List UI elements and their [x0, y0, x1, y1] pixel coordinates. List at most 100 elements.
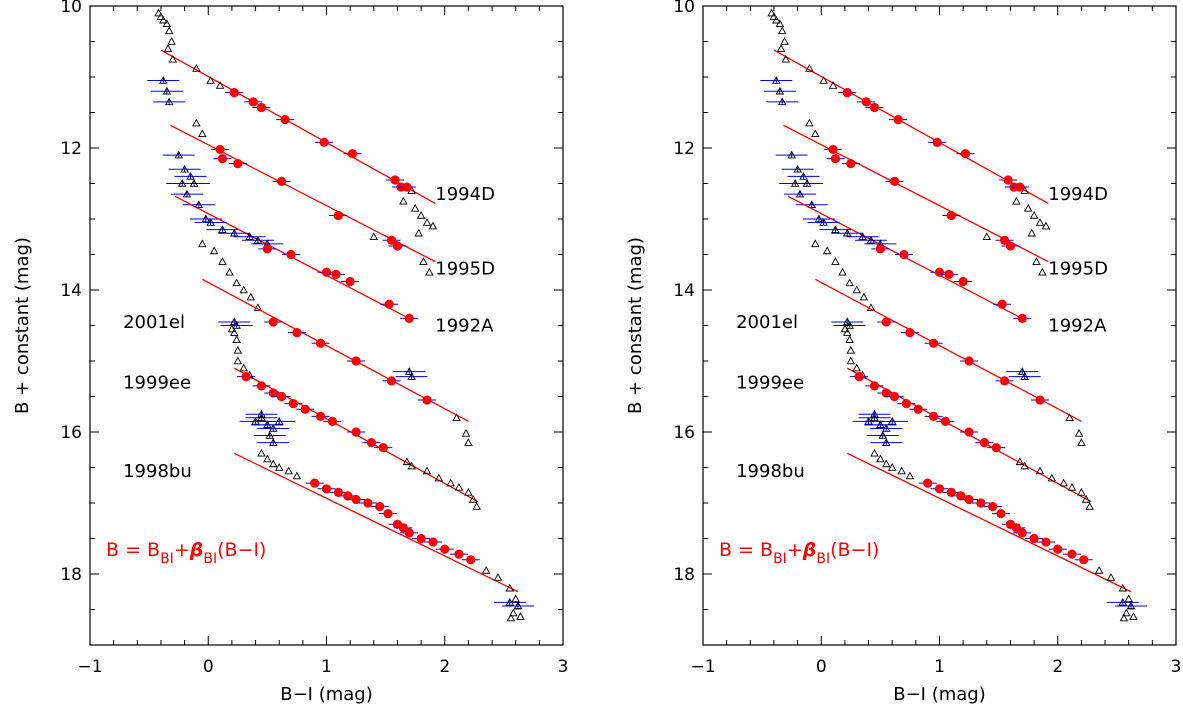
triangle-point	[852, 363, 861, 372]
fit-point	[241, 372, 251, 382]
triangle-point	[253, 235, 263, 244]
triangle-point	[269, 438, 278, 446]
fit-point	[345, 276, 355, 287]
triangle-point	[838, 267, 847, 276]
sn-group-2001el: 2001el	[736, 278, 1086, 446]
x-tick-label: 0	[816, 657, 827, 677]
y-tick-label: 18	[60, 565, 82, 585]
sn-label-1992A: 1992A	[435, 316, 494, 337]
fit-point	[828, 144, 838, 155]
fit-point	[333, 210, 343, 221]
fit-point	[1041, 537, 1051, 547]
x-axis-title: B−I (mag)	[280, 684, 373, 705]
triangle-point	[164, 26, 174, 35]
triangle-point	[905, 471, 915, 480]
triangle-point	[233, 356, 243, 365]
fit-point	[875, 244, 885, 254]
sn-group-1995D: 1995D	[162, 118, 495, 280]
triangle-point	[468, 495, 478, 503]
fit-point	[1067, 549, 1077, 559]
fit-point	[944, 269, 954, 279]
fit-point	[454, 549, 464, 559]
triangle-point	[192, 118, 201, 127]
fit-point	[256, 102, 267, 113]
triangle-point	[1018, 367, 1027, 375]
fit-point	[997, 299, 1007, 309]
fit-point	[1015, 182, 1025, 192]
triangle-point	[819, 218, 828, 226]
fit-point	[979, 438, 990, 448]
triangle-point	[156, 12, 166, 20]
fit-point	[331, 269, 341, 279]
triangle-point	[1074, 428, 1084, 437]
fit-point	[889, 176, 900, 186]
fit-point	[422, 395, 432, 405]
triangle-point	[233, 345, 243, 354]
triangle-point	[201, 214, 211, 223]
fit-point	[861, 97, 871, 107]
fit-point	[964, 494, 974, 505]
triangle-point	[407, 372, 416, 380]
triangle-point	[239, 285, 248, 294]
fit-point	[958, 276, 968, 287]
triangle-point	[215, 81, 225, 89]
triangle-point	[831, 257, 840, 265]
x-tick-label: 3	[1171, 657, 1182, 677]
fit-point	[276, 391, 287, 402]
sn-label-1998bu: 1998bu	[123, 461, 192, 482]
triangle-point	[780, 37, 789, 45]
triangle-point	[232, 321, 241, 329]
x-tick-label: 2	[439, 657, 450, 677]
triangle-point	[1122, 608, 1131, 617]
triangle-point	[446, 478, 455, 487]
fit-point	[881, 317, 891, 327]
triangle-point	[464, 438, 473, 446]
triangle-point	[767, 8, 776, 17]
triangle-point	[1077, 438, 1086, 446]
fit-point	[386, 376, 397, 386]
triangle-point	[180, 164, 189, 173]
y-tick-label: 10	[60, 0, 82, 17]
triangle-point	[509, 608, 518, 617]
fit-point	[268, 317, 278, 327]
triangle-point	[843, 328, 852, 336]
triangle-point	[811, 129, 820, 138]
sn-group-1998bu: 1998bu	[123, 409, 535, 622]
triangle-point	[263, 454, 272, 463]
sn-label-2001el: 2001el	[736, 312, 798, 333]
fit-point	[830, 154, 841, 164]
triangle-point	[845, 278, 854, 287]
fit-point	[946, 210, 956, 221]
sn-group-1992A: 1992A	[787, 195, 1107, 337]
triangle-point	[513, 601, 523, 610]
triangle-point	[1027, 228, 1036, 237]
fit-point	[964, 427, 974, 437]
triangle-point	[516, 612, 525, 620]
equation-tail: (B−I)	[217, 539, 266, 561]
fit-point	[256, 381, 267, 391]
fit-point	[343, 491, 353, 501]
y-tick-label: 14	[673, 281, 695, 301]
triangle-point	[292, 471, 302, 480]
fit-point	[932, 137, 942, 147]
sn-group-1999ee: 1999ee	[123, 363, 481, 510]
fit-point	[1003, 175, 1013, 185]
triangle-point	[1126, 601, 1136, 610]
triangle-point	[1124, 594, 1133, 603]
triangle-point	[777, 26, 787, 35]
triangle-point	[428, 221, 438, 230]
triangle-point	[194, 200, 204, 209]
fit-point	[351, 427, 361, 437]
fit-point	[923, 478, 933, 488]
fit-point	[310, 478, 320, 488]
fit-point	[217, 154, 228, 164]
equation-plus: +	[174, 539, 190, 561]
triangle-point	[876, 420, 885, 429]
fit-point	[991, 443, 1001, 453]
triangle-point	[186, 171, 195, 180]
triangle-point	[414, 228, 423, 237]
fit-point	[321, 267, 332, 277]
sn-group-2001el: 2001el	[123, 278, 473, 446]
triangle-point	[858, 232, 867, 241]
